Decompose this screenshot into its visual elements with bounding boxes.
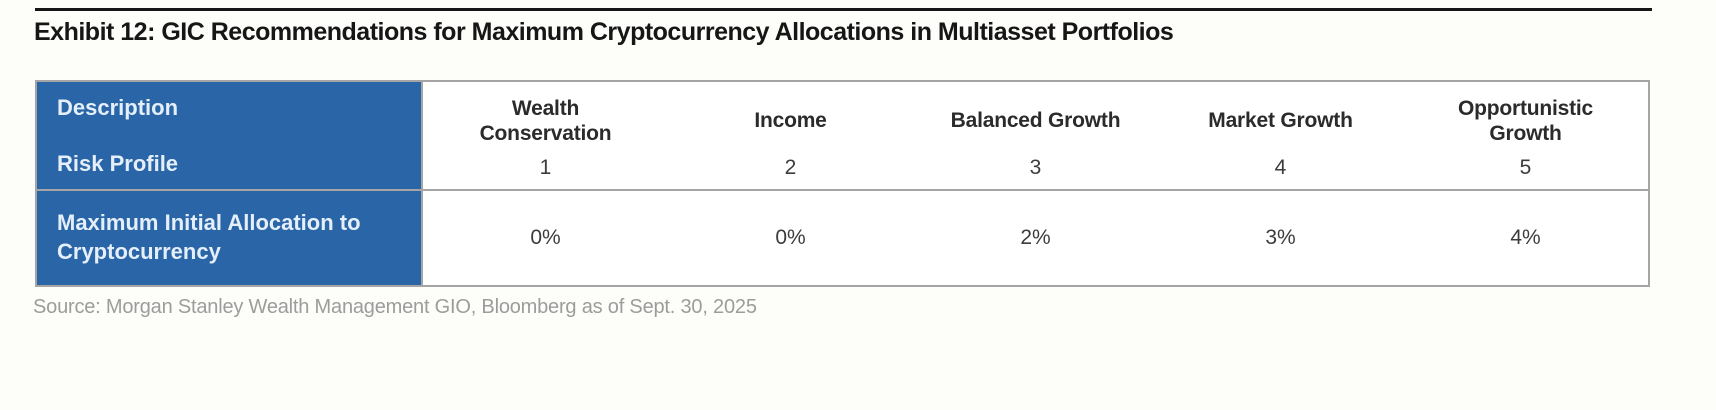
description-label: Description <box>57 95 179 120</box>
risk-profile-value: 4 <box>1274 156 1287 179</box>
column-header-balanced-growth: Balanced Growth 3 <box>913 82 1158 189</box>
risk-profile-value: 2 <box>784 156 797 179</box>
source-note: Source: Morgan Stanley Wealth Management… <box>33 296 757 318</box>
allocation-value-balanced-growth: 2% <box>1020 226 1051 249</box>
column-name: Wealth Conservation <box>479 96 612 145</box>
column-headers: Wealth Conservation 1 Income 2 Balanced … <box>423 82 1648 189</box>
risk-profile-label: Risk Profile <box>57 151 179 176</box>
column-name: Income <box>754 109 827 133</box>
allocation-value-wealth-conservation: 0% <box>530 226 561 249</box>
column-header-opportunistic-growth: Opportunistic Growth 5 <box>1403 82 1648 189</box>
column-name: Opportunistic Growth <box>1457 96 1594 145</box>
allocation-value-market-growth: 3% <box>1265 226 1296 249</box>
allocation-row-label: Maximum Initial Allocation to Cryptocurr… <box>57 210 361 264</box>
allocation-value-opportunistic-growth: 4% <box>1510 226 1541 249</box>
allocation-row: Maximum Initial Allocation to Cryptocurr… <box>37 191 1648 285</box>
allocation-values: 0% 0% 2% 3% 4% <box>423 191 1648 285</box>
allocation-row-label-cell: Maximum Initial Allocation to Cryptocurr… <box>37 191 423 285</box>
column-header-income: Income 2 <box>668 82 913 189</box>
table-header-row: Description Risk Profile Wealth Conserva… <box>37 82 1648 191</box>
exhibit-title: Exhibit 12: GIC Recommendations for Maxi… <box>34 18 1174 46</box>
risk-profile-value: 5 <box>1519 156 1532 179</box>
allocation-table: Description Risk Profile Wealth Conserva… <box>35 80 1650 287</box>
column-name: Market Growth <box>1208 109 1353 133</box>
risk-profile-value: 3 <box>1029 156 1042 179</box>
allocation-value-income: 0% <box>775 226 806 249</box>
title-rule <box>35 8 1652 11</box>
column-header-wealth-conservation: Wealth Conservation 1 <box>423 82 668 189</box>
row-label-header-cell: Description Risk Profile <box>37 82 423 189</box>
risk-profile-value: 1 <box>539 156 552 179</box>
column-header-market-growth: Market Growth 4 <box>1158 82 1403 189</box>
column-name: Balanced Growth <box>950 109 1121 133</box>
